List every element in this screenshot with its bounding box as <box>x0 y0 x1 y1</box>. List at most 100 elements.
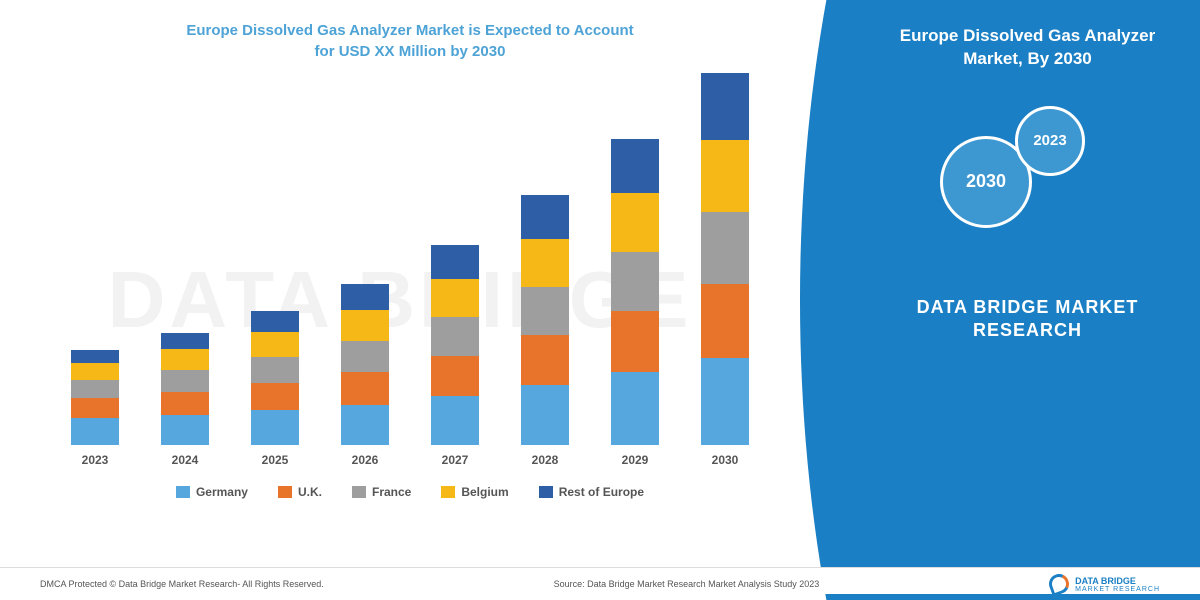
bar-group: 2027 <box>425 245 485 467</box>
bar-segment <box>341 284 389 310</box>
bar-group: 2026 <box>335 284 395 467</box>
chart-title: Europe Dissolved Gas Analyzer Market is … <box>40 20 780 62</box>
bar-segment <box>161 392 209 415</box>
chart-panel: DATA BRIDGE Europe Dissolved Gas Analyze… <box>0 0 800 600</box>
chart-title-line1: Europe Dissolved Gas Analyzer Market is … <box>186 22 633 39</box>
bar-segment <box>71 418 119 445</box>
x-axis-label: 2028 <box>532 453 559 467</box>
bar-segment <box>611 193 659 252</box>
side-title-line2: Market, By 2030 <box>963 49 1092 68</box>
bar-segment <box>251 410 299 445</box>
bar-segment <box>341 310 389 340</box>
bar-segment <box>71 380 119 398</box>
legend-swatch <box>352 486 366 498</box>
bar-group: 2025 <box>245 311 305 467</box>
side-title: Europe Dissolved Gas Analyzer Market, By… <box>880 25 1175 71</box>
bar <box>251 311 299 445</box>
brand-line1: DATA BRIDGE MARKET <box>917 297 1139 317</box>
bar-segment <box>611 139 659 193</box>
footer-logo: DATA BRIDGE MARKET RESEARCH <box>1049 574 1160 594</box>
x-axis-label: 2030 <box>712 453 739 467</box>
x-axis-label: 2029 <box>622 453 649 467</box>
legend-item: Rest of Europe <box>539 485 644 499</box>
bar-segment <box>521 239 569 287</box>
legend-label: Rest of Europe <box>559 485 644 499</box>
bar-segment <box>161 333 209 349</box>
bar-segment <box>521 335 569 385</box>
bar-segment <box>251 383 299 410</box>
bar-segment <box>431 356 479 396</box>
legend-label: U.K. <box>298 485 322 499</box>
bar-group: 2029 <box>605 139 665 467</box>
footer-center: Source: Data Bridge Market Research Mark… <box>554 579 820 589</box>
legend-item: Germany <box>176 485 248 499</box>
bar-segment <box>431 317 479 356</box>
bar-segment <box>251 311 299 332</box>
brand-text: DATA BRIDGE MARKET RESEARCH <box>880 296 1175 343</box>
brand-line2: RESEARCH <box>973 320 1082 340</box>
footer-logo-line1: DATA BRIDGE <box>1075 576 1160 586</box>
legend-item: U.K. <box>278 485 322 499</box>
legend-swatch <box>441 486 455 498</box>
x-axis-label: 2023 <box>82 453 109 467</box>
bar <box>71 350 119 446</box>
bar-group: 2023 <box>65 350 125 468</box>
bar-segment <box>431 396 479 445</box>
bar-segment <box>611 252 659 312</box>
bar-segment <box>611 311 659 372</box>
chart-title-line2: for USD XX Million by 2030 <box>315 43 506 60</box>
bar-segment <box>161 415 209 445</box>
bar-group: 2024 <box>155 333 215 467</box>
bar-segment <box>611 372 659 445</box>
legend-swatch <box>539 486 553 498</box>
legend-label: Germany <box>196 485 248 499</box>
legend-item: France <box>352 485 411 499</box>
footer-left: DMCA Protected © Data Bridge Market Rese… <box>40 579 324 589</box>
chart-area: 2023 2024 2025 2026 2027 2028 2029 2030 <box>40 87 780 467</box>
footer-logo-line2: MARKET RESEARCH <box>1075 586 1160 593</box>
bar-segment <box>341 341 389 372</box>
bar-segment <box>251 357 299 383</box>
bar-segment <box>251 332 299 357</box>
legend-swatch <box>176 486 190 498</box>
year-circles: 2030 2023 <box>880 106 1175 236</box>
x-axis-label: 2027 <box>442 453 469 467</box>
bar-segment <box>521 385 569 445</box>
circle-2023: 2023 <box>1015 106 1085 176</box>
bar-segment <box>71 350 119 363</box>
bar-segment <box>431 245 479 279</box>
bar <box>341 284 389 445</box>
bar <box>161 333 209 445</box>
bar-segment <box>71 363 119 380</box>
footer-logo-text: DATA BRIDGE MARKET RESEARCH <box>1075 576 1160 593</box>
legend-label: Belgium <box>461 485 508 499</box>
bar-segment <box>431 279 479 317</box>
footer: DMCA Protected © Data Bridge Market Rese… <box>0 567 1200 594</box>
bar-segment <box>701 73 749 140</box>
legend: Germany U.K. France Belgium Rest of Europe <box>40 485 780 499</box>
bar-segment <box>701 140 749 212</box>
bar <box>431 245 479 445</box>
bar-group: 2028 <box>515 195 575 467</box>
bar <box>521 195 569 445</box>
x-axis-label: 2025 <box>262 453 289 467</box>
bar <box>611 139 659 445</box>
side-title-line1: Europe Dissolved Gas Analyzer <box>900 26 1155 45</box>
legend-label: France <box>372 485 411 499</box>
legend-swatch <box>278 486 292 498</box>
bar-segment <box>521 287 569 336</box>
logo-mark-icon <box>1046 571 1072 597</box>
bar-segment <box>701 358 749 445</box>
x-axis-label: 2024 <box>172 453 199 467</box>
side-panel: Europe Dissolved Gas Analyzer Market, By… <box>800 0 1200 600</box>
bar-segment <box>161 370 209 392</box>
bar-segment <box>341 372 389 405</box>
bar-segment <box>701 212 749 285</box>
legend-item: Belgium <box>441 485 508 499</box>
x-axis-label: 2026 <box>352 453 379 467</box>
bar-segment <box>521 195 569 238</box>
bar <box>701 73 749 445</box>
bar-group: 2030 <box>695 73 755 467</box>
bar-segment <box>161 349 209 370</box>
bar-segment <box>71 398 119 418</box>
